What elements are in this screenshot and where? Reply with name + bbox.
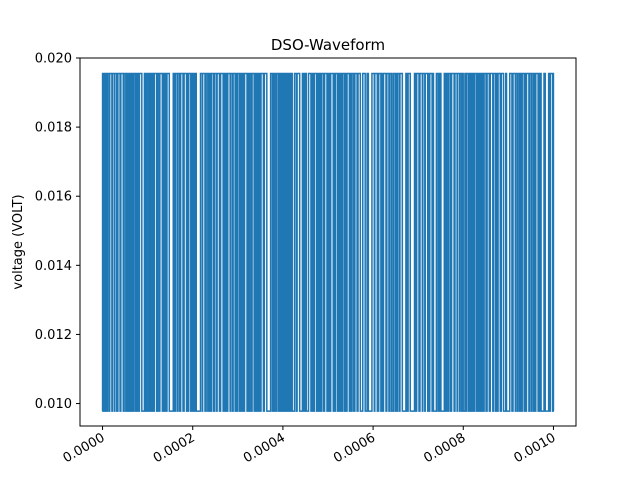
plot-frame [79,57,577,427]
x-tick-label: 0.0002 [151,430,198,466]
y-tick-label: 0.016 [35,190,72,205]
y-tick-label: 0.014 [35,259,72,274]
y-tick-label: 0.018 [35,121,72,136]
x-tick-label: 0.0010 [512,430,559,466]
y-axis-label: voltage (VOLT) [11,194,26,289]
chart-title: DSO-Waveform [271,36,385,54]
waveform-line [101,72,555,412]
x-tick-label: 0.0000 [61,430,108,466]
x-tick-label: 0.0004 [241,430,288,466]
y-tick-label: 0.020 [35,52,72,67]
x-tick-label: 0.0008 [421,430,468,466]
y-tick-label: 0.012 [35,328,72,343]
x-tick-label: 0.0006 [331,430,378,466]
y-tick-label: 0.010 [35,397,72,412]
y-axis: 0.010 0.012 0.014 0.016 0.018 0.020 [35,52,80,412]
waveform-series [101,72,555,412]
x-axis: 0.0000 0.0002 0.0004 0.0006 0.0008 0.0010 [61,426,559,466]
